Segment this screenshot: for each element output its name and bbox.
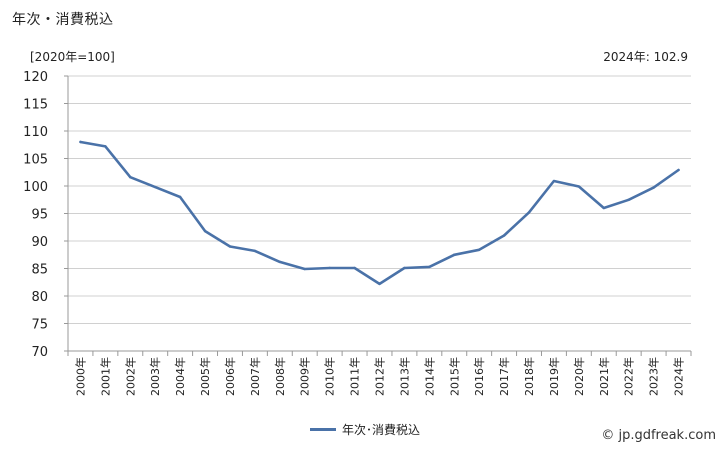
data-point	[303, 267, 306, 271]
x-tick-label: 2015年	[447, 357, 461, 396]
data-point	[278, 260, 282, 264]
x-tick-label: 2001年	[98, 357, 112, 396]
x-tick-label: 2013年	[397, 357, 411, 396]
data-point	[178, 195, 182, 199]
data-point	[502, 234, 506, 237]
data-point	[378, 282, 381, 286]
y-tick-label: 105	[23, 153, 48, 168]
source-credit: © jp.gdfreak.com	[601, 428, 716, 443]
x-tick-label: 2010年	[323, 357, 337, 396]
data-point	[104, 145, 107, 148]
x-tick-label: 2005年	[198, 357, 212, 396]
x-tick-label: 2004年	[173, 357, 187, 396]
data-point	[129, 176, 132, 179]
legend-label: 年次･消費税込	[342, 423, 421, 437]
y-tick-label: 70	[31, 345, 48, 360]
data-point	[228, 245, 232, 248]
x-tick-label: 2018年	[522, 357, 536, 396]
x-tick-label: 2021年	[597, 357, 611, 396]
series-line	[79, 140, 680, 286]
x-tick-label: 2011年	[348, 357, 362, 396]
y-tick-label: 85	[31, 263, 48, 278]
data-point	[477, 248, 481, 251]
x-tick-label: 2008年	[273, 357, 287, 396]
x-tick-label: 2002年	[123, 357, 137, 396]
data-point	[527, 211, 531, 214]
data-point	[328, 266, 331, 270]
y-tick-label: 100	[23, 180, 48, 195]
x-tick-label: 2019年	[547, 357, 561, 396]
data-point	[353, 266, 356, 270]
legend-line-swatch	[310, 428, 336, 431]
legend: 年次･消費税込	[310, 421, 420, 438]
chart-title: 年次・消費税込	[12, 12, 114, 28]
x-tick-label: 2023年	[647, 357, 661, 396]
data-point	[453, 253, 456, 256]
x-tick-label: 2014年	[422, 357, 436, 396]
x-tick-label: 2020年	[572, 357, 586, 396]
x-tick-label: 2024年	[672, 357, 686, 396]
data-point	[203, 229, 207, 233]
data-point	[79, 140, 82, 144]
data-point	[253, 249, 257, 253]
data-point	[652, 186, 655, 189]
data-point	[428, 265, 431, 269]
data-point	[602, 206, 605, 210]
data-point	[154, 185, 157, 189]
x-tick-label: 2000年	[73, 357, 87, 396]
x-tick-label: 2012年	[373, 357, 387, 396]
data-point	[403, 266, 406, 270]
y-tick-label: 75	[31, 318, 48, 333]
y-axis-ticks: 70 75 80 85 90 95 100 105 110 115 120	[23, 70, 68, 360]
grid-lines	[68, 75, 691, 352]
x-tick-label: 2022年	[622, 357, 636, 396]
y-tick-label: 90	[31, 235, 48, 250]
latest-value-label: 2024年: 102.9	[603, 50, 688, 64]
x-tick-label: 2003年	[148, 357, 162, 396]
x-tick-label: 2009年	[298, 357, 312, 396]
data-point	[552, 179, 556, 183]
y-tick-label: 95	[31, 208, 48, 223]
y-tick-label: 80	[31, 290, 48, 305]
series-lines	[79, 140, 680, 286]
x-tick-label: 2006年	[223, 357, 237, 396]
data-point	[577, 185, 581, 188]
x-tick-label: 2016年	[472, 357, 486, 396]
axes	[67, 76, 691, 352]
y-tick-label: 110	[23, 125, 48, 140]
x-axis-ticks: 2000年 2001年 2002年 2003年 2004年 2005年 2006年 2007年…	[67, 351, 692, 396]
y-tick-label: 120	[23, 70, 48, 85]
x-tick-label: 2017年	[497, 357, 511, 396]
data-point	[627, 198, 630, 201]
x-tick-label: 2007年	[248, 357, 262, 396]
data-point	[677, 168, 680, 172]
y-tick-label: 115	[23, 98, 48, 113]
y-axis-unit-label: [2020年=100]	[30, 50, 115, 64]
